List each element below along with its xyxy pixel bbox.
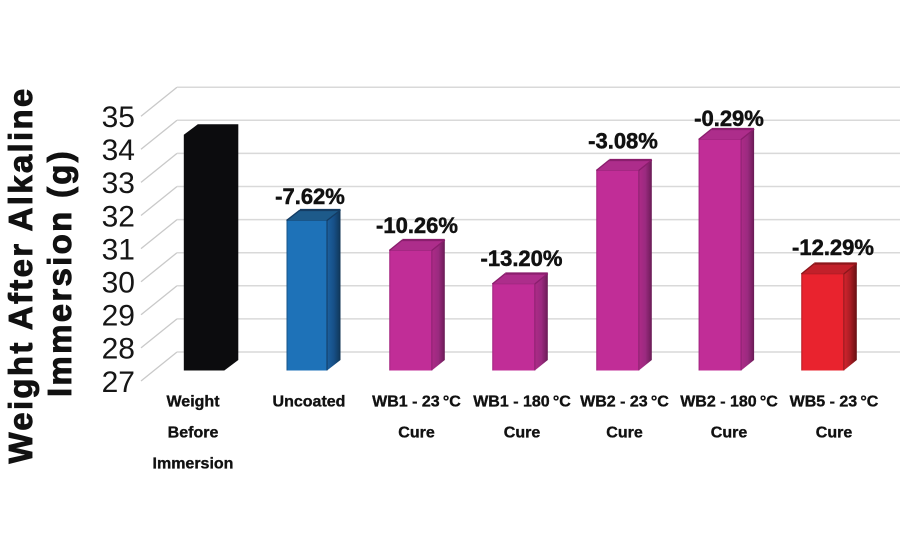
svg-text:WB2 - 180 °C: WB2 - 180 °C <box>680 394 778 411</box>
svg-text:30: 30 <box>102 267 135 300</box>
svg-text:-10.26%: -10.26% <box>376 213 458 238</box>
svg-text:Cure: Cure <box>711 425 748 442</box>
svg-text:Uncoated: Uncoated <box>273 394 346 411</box>
svg-text:-12.29%: -12.29% <box>792 235 874 260</box>
svg-text:Cure: Cure <box>504 425 541 442</box>
svg-text:Cure: Cure <box>398 425 435 442</box>
svg-text:32: 32 <box>102 200 135 233</box>
svg-text:-7.62%: -7.62% <box>275 184 345 209</box>
svg-text:33: 33 <box>102 167 135 200</box>
svg-text:Weight After Alkaline: Weight After Alkaline <box>2 86 39 463</box>
svg-text:29: 29 <box>102 300 135 333</box>
svg-text:Before: Before <box>168 425 219 442</box>
svg-text:Immersion (g): Immersion (g) <box>41 149 78 397</box>
svg-text:-13.20%: -13.20% <box>481 246 563 271</box>
svg-text:Weight: Weight <box>166 394 220 411</box>
svg-text:Cure: Cure <box>816 425 853 442</box>
svg-text:Immersion: Immersion <box>153 456 234 473</box>
svg-text:27: 27 <box>102 366 135 399</box>
svg-text:-0.29%: -0.29% <box>694 106 764 131</box>
svg-text:WB5 - 23 °C: WB5 - 23 °C <box>790 394 879 411</box>
svg-text:28: 28 <box>102 333 135 366</box>
svg-text:-3.08%: -3.08% <box>588 129 658 154</box>
svg-text:WB2 - 23 °C: WB2 - 23 °C <box>580 394 669 411</box>
svg-text:34: 34 <box>102 134 135 167</box>
svg-text:Cure: Cure <box>606 425 643 442</box>
svg-text:31: 31 <box>102 233 135 266</box>
svg-text:WB1 - 23 °C: WB1 - 23 °C <box>372 394 461 411</box>
svg-text:WB1 - 180 °C: WB1 - 180 °C <box>473 394 571 411</box>
svg-text:35: 35 <box>102 101 135 134</box>
